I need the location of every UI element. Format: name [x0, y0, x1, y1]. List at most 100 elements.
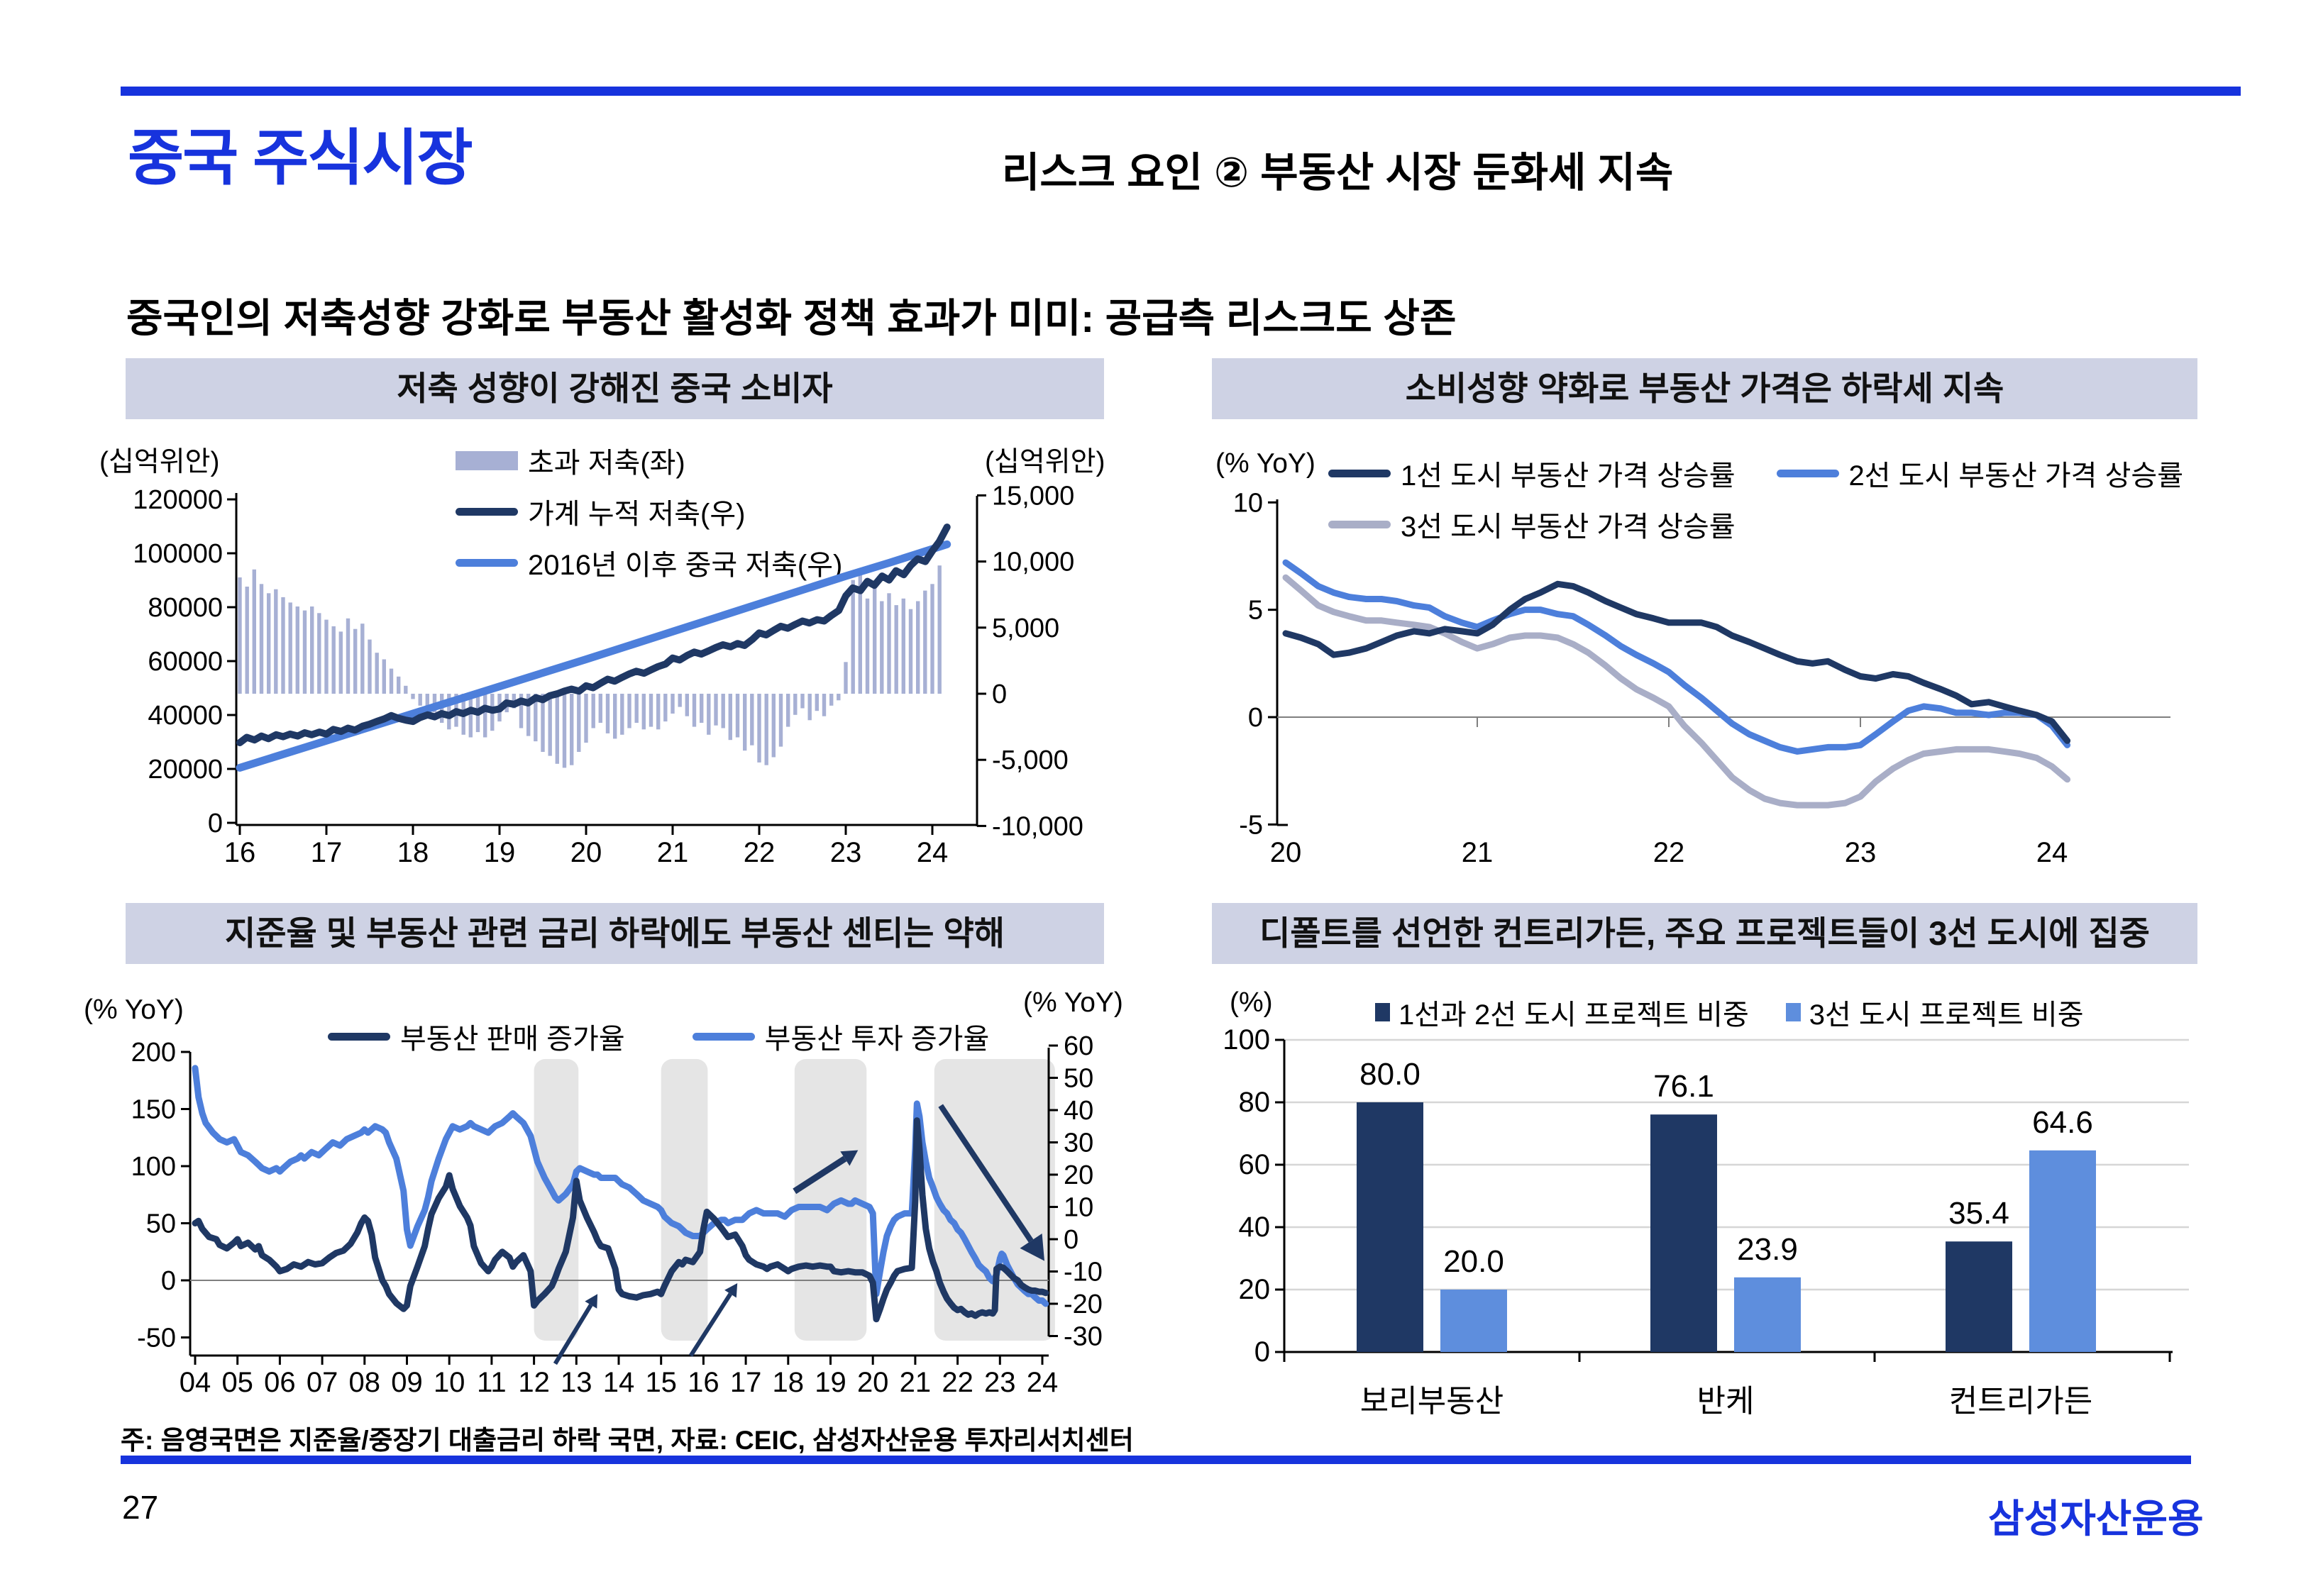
svg-text:24: 24 [1027, 1367, 1059, 1398]
panel-title-projects: 디폴트를 선언한 컨트리가든, 주요 프로젝트들이 3선 도시에 집중 [1212, 903, 2197, 964]
chart-savings: 0 20000 40000 60000 80000 100000 120000 -10,000… [133, 481, 1083, 868]
svg-text:-50: -50 [137, 1324, 176, 1353]
svg-text:16: 16 [224, 837, 256, 868]
svg-text:20: 20 [1270, 837, 1302, 868]
svg-text:20: 20 [857, 1367, 889, 1398]
svg-text:21: 21 [900, 1367, 932, 1398]
svg-text:5,000: 5,000 [992, 614, 1059, 643]
legend-sentiment: 부동산 판매 증가율 부동산 투자 증가율 [328, 1016, 989, 1057]
investment-growth-swatch [692, 1032, 755, 1041]
legend-label: 3선 도시 프로젝트 비중 [1809, 999, 2084, 1031]
svg-text:09: 09 [391, 1367, 423, 1398]
svg-text:-5: -5 [1239, 810, 1263, 840]
svg-text:12: 12 [518, 1367, 550, 1398]
svg-text:100: 100 [1223, 1024, 1270, 1055]
svg-text:반케: 반케 [1697, 1384, 1755, 1419]
svg-text:100000: 100000 [133, 539, 223, 569]
svg-text:-5,000: -5,000 [992, 746, 1069, 775]
legend-label: 3선 도시 부동산 가격 상승률 [1401, 511, 1736, 543]
excess-savings-swatch [456, 450, 518, 470]
chart-projects: 0 20 40 60 80 100 80.0 20.0 보리부동산 76.1 23.9 반케 35.4 6… [1223, 1024, 2189, 1419]
svg-text:19: 19 [484, 837, 516, 868]
svg-text:14: 14 [603, 1367, 635, 1398]
svg-text:80.0: 80.0 [1359, 1057, 1420, 1092]
svg-text:22: 22 [744, 837, 776, 868]
slide-subtitle: 중국인의 저축성향 강화로 부동산 활성화 정책 효과가 미미: 공급측 리스크… [126, 296, 1457, 340]
svg-text:23: 23 [984, 1367, 1016, 1398]
svg-text:10: 10 [434, 1367, 465, 1398]
svg-text:15: 15 [645, 1367, 677, 1398]
svg-text:-30: -30 [1064, 1322, 1103, 1352]
panel-title-sentiment: 지준율 및 부동산 관련 금리 하락에도 부동산 센티는 약해 [126, 903, 1104, 964]
svg-text:40: 40 [1064, 1096, 1093, 1126]
svg-text:5: 5 [1248, 596, 1263, 626]
svg-text:64.6: 64.6 [2032, 1105, 2093, 1140]
svg-text:18: 18 [397, 837, 429, 868]
svg-text:0: 0 [1254, 1336, 1270, 1368]
svg-text:20000: 20000 [148, 755, 223, 785]
tier12-projects-swatch [1375, 1003, 1390, 1021]
legend-savings: 초과 저축(좌) 가계 누적 저축(우) 2016년 이후 중국 저축(우) [456, 440, 842, 593]
page-title: 중국 주식시장 [128, 124, 473, 192]
svg-text:20.0: 20.0 [1443, 1244, 1504, 1279]
tier3-projects-swatch [1785, 1003, 1801, 1021]
top-rule [121, 87, 2241, 96]
svg-text:17: 17 [311, 837, 343, 868]
svg-text:06: 06 [264, 1367, 296, 1398]
svg-text:30: 30 [1064, 1129, 1093, 1158]
legend-label: 가계 누적 저축(우) [528, 499, 746, 530]
unit-label: (십억위안) [99, 447, 220, 477]
svg-text:04: 04 [180, 1367, 211, 1398]
tier1-swatch [1328, 469, 1391, 477]
svg-text:60000: 60000 [148, 647, 223, 677]
svg-text:150: 150 [131, 1095, 176, 1125]
panel-title-prices: 소비성향 약화로 부동산 가격은 하락세 지속 [1212, 358, 2197, 419]
svg-text:80000: 80000 [148, 593, 223, 623]
svg-text:-10,000: -10,000 [992, 811, 1083, 841]
tier2-swatch [1776, 469, 1839, 477]
source-note: 주: 음영국면은 지준율/중장기 대출금리 하락 국면, 자료: CEIC, 삼… [121, 1426, 1134, 1455]
svg-text:15,000: 15,000 [992, 481, 1074, 511]
svg-text:0: 0 [208, 809, 223, 838]
svg-text:20: 20 [1064, 1160, 1093, 1190]
unit-label: (% YoY) [1023, 987, 1123, 1018]
svg-text:40: 40 [1239, 1212, 1271, 1243]
svg-text:60: 60 [1064, 1031, 1093, 1061]
svg-text:07: 07 [307, 1367, 338, 1398]
svg-text:22: 22 [942, 1367, 973, 1398]
trend-savings-swatch [456, 558, 518, 567]
svg-text:24: 24 [2036, 837, 2068, 868]
svg-text:100: 100 [131, 1152, 176, 1182]
sales-growth-swatch [328, 1032, 390, 1041]
household-savings-swatch [456, 507, 518, 516]
tier3-swatch [1328, 520, 1391, 528]
svg-text:05: 05 [221, 1367, 253, 1398]
page-number: 27 [122, 1489, 159, 1526]
legend-prices: 1선 도시 부동산 가격 상승률 2선 도시 부동산 가격 상승률 3선 도시 … [1328, 453, 2183, 555]
svg-text:10: 10 [1233, 488, 1263, 518]
svg-text:23: 23 [830, 837, 862, 868]
svg-text:08: 08 [349, 1367, 381, 1398]
svg-text:20: 20 [1239, 1274, 1271, 1305]
svg-text:0: 0 [1064, 1225, 1078, 1255]
svg-text:120000: 120000 [133, 485, 223, 515]
svg-text:17: 17 [730, 1367, 762, 1398]
unit-label: (십억위안) [985, 447, 1105, 477]
company-logo: 삼성자산운용 [1988, 1497, 2204, 1541]
svg-text:21: 21 [1462, 837, 1494, 868]
svg-text:23: 23 [1845, 837, 1877, 868]
legend-projects: 1선과 2선 도시 프로젝트 비중 3선 도시 프로젝트 비중 [1375, 992, 2084, 1033]
svg-text:35.4: 35.4 [1948, 1196, 2009, 1231]
svg-text:19: 19 [815, 1367, 846, 1398]
svg-text:76.1: 76.1 [1653, 1069, 1714, 1104]
svg-text:200: 200 [131, 1038, 176, 1068]
svg-text:0: 0 [992, 680, 1007, 709]
svg-text:40000: 40000 [148, 701, 223, 731]
legend-label: 2016년 이후 중국 저축(우) [528, 550, 843, 581]
unit-label: (% YoY) [1215, 448, 1315, 479]
risk-factor-heading: 리스크 요인 ② 부동산 시장 둔화세 지속 [1002, 150, 1674, 196]
svg-text:10: 10 [1064, 1193, 1093, 1223]
